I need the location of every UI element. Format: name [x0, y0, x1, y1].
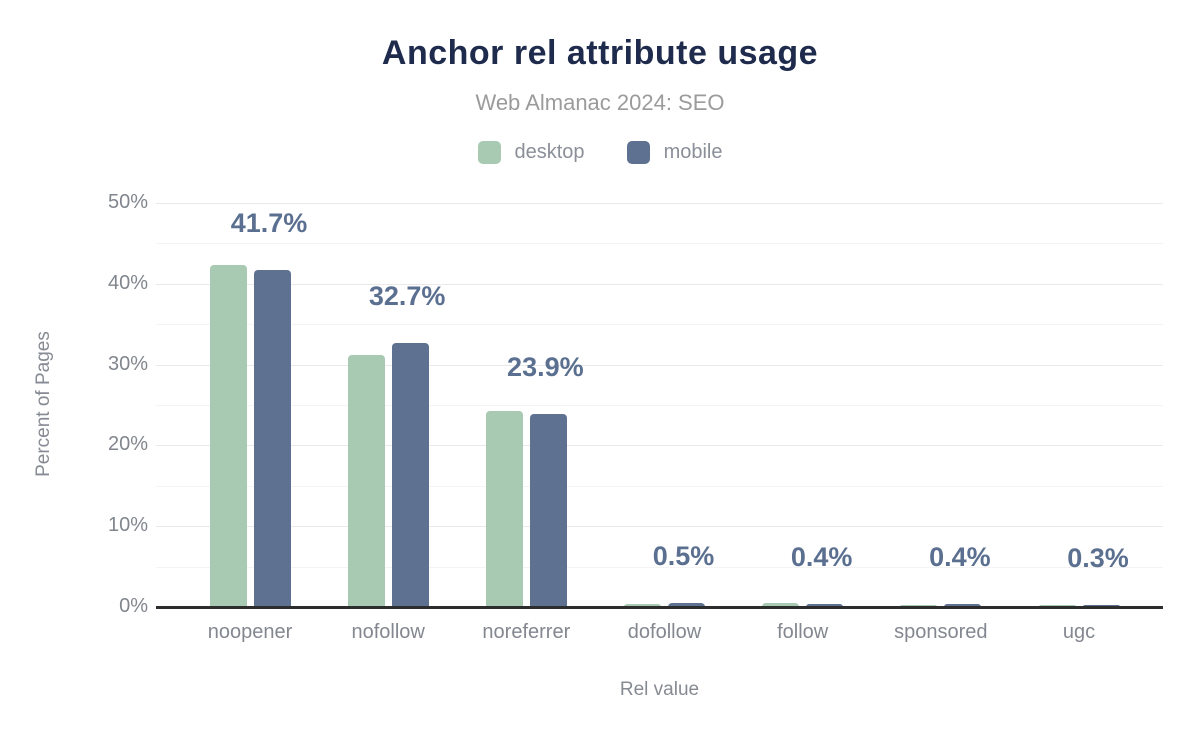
gridline-20pct: [156, 445, 1163, 447]
gridline-10pct: [156, 526, 1163, 528]
bar-desktop-follow: [762, 602, 800, 607]
gridline-30pct: [156, 364, 1163, 366]
gridline-35pct: [156, 324, 1163, 326]
data-label-sponsored: 0.4%: [929, 541, 991, 572]
legend-item-desktop[interactable]: desktop: [477, 141, 585, 164]
bar-mobile-sponsored: [944, 603, 982, 607]
x-category-label-follow: follow: [777, 621, 829, 643]
y-tick-label-10: 10%: [107, 514, 148, 537]
desktop-swatch-icon: [477, 141, 501, 164]
x-category-label-sponsored: sponsored: [894, 621, 988, 643]
legend-label-desktop: desktop: [514, 141, 585, 163]
legend-item-mobile[interactable]: mobile: [626, 141, 723, 164]
x-axis-line: [156, 606, 1163, 609]
x-category-label-ugc: ugc: [1062, 621, 1096, 643]
data-label-noreferrer: 23.9%: [507, 351, 584, 382]
bar-mobile-ugc: [1082, 604, 1120, 607]
y-tick-label-0: 0%: [119, 595, 148, 617]
bar-mobile-noreferrer: [529, 413, 567, 607]
mobile-swatch-icon: [626, 141, 650, 164]
bar-desktop-sponsored: [900, 604, 938, 607]
data-label-dofollow: 0.5%: [652, 540, 715, 571]
bar-desktop-nofollow: [347, 354, 385, 607]
gridline-40pct: [156, 283, 1163, 285]
bar-mobile-nofollow: [391, 342, 429, 607]
y-tick-label-30: 30%: [107, 352, 148, 375]
gridline-50pct: [156, 203, 1163, 204]
x-axis-title: Rel value: [619, 679, 700, 700]
y-tick-label-20: 20%: [107, 433, 148, 456]
data-label-noopener: 41.7%: [230, 208, 308, 239]
y-tick-label-50: 50%: [107, 191, 148, 213]
gridline-45pct: [156, 243, 1163, 245]
data-label-ugc: 0.3%: [1067, 542, 1129, 573]
chart-title: Anchor rel attribute usage: [381, 34, 819, 72]
gridline-5pct: [156, 566, 1163, 568]
bar-desktop-noopener: [209, 265, 247, 607]
x-category-label-noreferrer: noreferrer: [482, 621, 571, 643]
y-axis-title: Percent of Pages: [33, 331, 54, 477]
legend-label-mobile: mobile: [663, 141, 723, 163]
bar-desktop-dofollow: [624, 603, 661, 607]
bar-desktop-ugc: [1038, 604, 1076, 607]
x-category-label-dofollow: dofollow: [627, 621, 702, 643]
legend: desktop mobile: [0, 141, 1200, 164]
bar-mobile-dofollow: [668, 602, 705, 607]
gridline-15pct: [156, 485, 1163, 487]
x-category-label-nofollow: nofollow: [351, 621, 425, 643]
data-label-follow: 0.4%: [790, 541, 853, 572]
bar-mobile-follow: [806, 603, 844, 607]
data-label-nofollow: 32.7%: [368, 280, 446, 311]
x-category-label-noopener: noopener: [207, 621, 293, 643]
bar-desktop-noreferrer: [485, 410, 523, 607]
chart-subtitle: Web Almanac 2024: SEO: [475, 90, 725, 115]
y-tick-label-40: 40%: [107, 271, 148, 294]
bar-mobile-noopener: [253, 270, 291, 607]
gridline-25pct: [156, 405, 1163, 406]
